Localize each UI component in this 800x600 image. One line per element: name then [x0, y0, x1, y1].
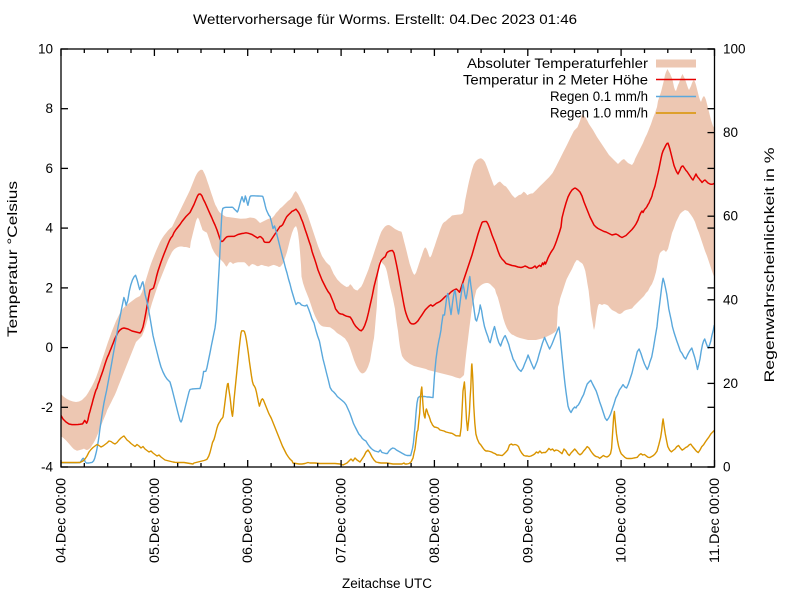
svg-text:4: 4	[45, 221, 53, 236]
svg-text:06.Dec 00:00: 06.Dec 00:00	[240, 478, 255, 563]
svg-text:08.Dec 00:00: 08.Dec 00:00	[427, 478, 442, 563]
svg-text:07.Dec 00:00: 07.Dec 00:00	[334, 478, 349, 563]
svg-text:Regen 0.1 mm/h: Regen 0.1 mm/h	[550, 89, 648, 104]
svg-text:60: 60	[723, 209, 738, 224]
svg-text:0: 0	[723, 460, 731, 475]
svg-text:Regenwahrscheinlichkeit in %: Regenwahrscheinlichkeit in %	[762, 148, 777, 383]
svg-text:2: 2	[45, 280, 53, 295]
svg-text:Temperatur in 2 Meter Höhe: Temperatur in 2 Meter Höhe	[463, 73, 648, 88]
svg-text:05.Dec 00:00: 05.Dec 00:00	[147, 478, 162, 563]
svg-text:-4: -4	[41, 460, 53, 475]
svg-text:8: 8	[45, 101, 53, 116]
svg-text:11.Dec 00:00: 11.Dec 00:00	[707, 478, 722, 563]
svg-text:Zeitachse UTC: Zeitachse UTC	[342, 576, 432, 591]
svg-text:-2: -2	[41, 400, 53, 415]
svg-text:40: 40	[723, 292, 738, 307]
svg-text:09.Dec 00:00: 09.Dec 00:00	[520, 478, 535, 563]
svg-text:6: 6	[45, 161, 53, 176]
svg-text:Regen 1.0 mm/h: Regen 1.0 mm/h	[550, 106, 648, 121]
svg-text:Wettervorhersage für Worms. Er: Wettervorhersage für Worms. Erstellt: 04…	[193, 12, 577, 27]
svg-text:10: 10	[38, 42, 53, 57]
svg-text:04.Dec 00:00: 04.Dec 00:00	[54, 478, 69, 563]
svg-text:0: 0	[45, 340, 53, 355]
svg-text:100: 100	[723, 42, 746, 57]
svg-text:Absoluter Temperaturfehler: Absoluter Temperaturfehler	[467, 56, 649, 71]
svg-text:80: 80	[723, 125, 738, 140]
svg-text:Temperatur °Celsius: Temperatur °Celsius	[5, 181, 20, 337]
svg-text:20: 20	[723, 376, 738, 391]
svg-text:10.Dec 00:00: 10.Dec 00:00	[614, 478, 629, 563]
